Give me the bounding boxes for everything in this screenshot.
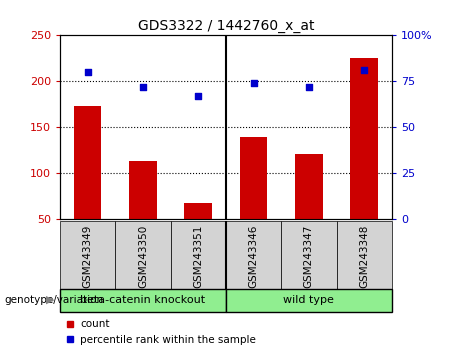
Legend: count, percentile rank within the sample: count, percentile rank within the sample — [60, 315, 260, 349]
Title: GDS3322 / 1442760_x_at: GDS3322 / 1442760_x_at — [138, 19, 314, 33]
Bar — [281, 221, 337, 289]
Text: wild type: wild type — [284, 295, 334, 305]
Bar — [226, 289, 392, 312]
Bar — [226, 221, 281, 289]
Bar — [337, 221, 392, 289]
Text: GSM243346: GSM243346 — [248, 225, 259, 288]
Bar — [350, 58, 378, 219]
Bar — [74, 106, 101, 219]
Bar — [184, 203, 212, 219]
Text: genotype/variation: genotype/variation — [5, 295, 104, 305]
Bar — [60, 289, 226, 312]
Text: GSM243347: GSM243347 — [304, 225, 314, 288]
Text: GSM243350: GSM243350 — [138, 225, 148, 288]
Text: beta-catenin knockout: beta-catenin knockout — [80, 295, 206, 305]
Bar — [295, 154, 323, 219]
Point — [84, 69, 91, 75]
Point — [139, 84, 147, 90]
Text: GSM243351: GSM243351 — [193, 225, 203, 288]
Bar — [171, 221, 226, 289]
Bar — [129, 161, 157, 219]
Bar — [60, 221, 115, 289]
Point — [361, 68, 368, 73]
Text: ▶: ▶ — [46, 295, 54, 305]
Bar — [240, 137, 267, 219]
Text: GSM243349: GSM243349 — [83, 225, 93, 288]
Point — [195, 93, 202, 99]
Text: GSM243348: GSM243348 — [359, 225, 369, 288]
Bar — [115, 221, 171, 289]
Point — [250, 80, 257, 86]
Point — [305, 84, 313, 90]
